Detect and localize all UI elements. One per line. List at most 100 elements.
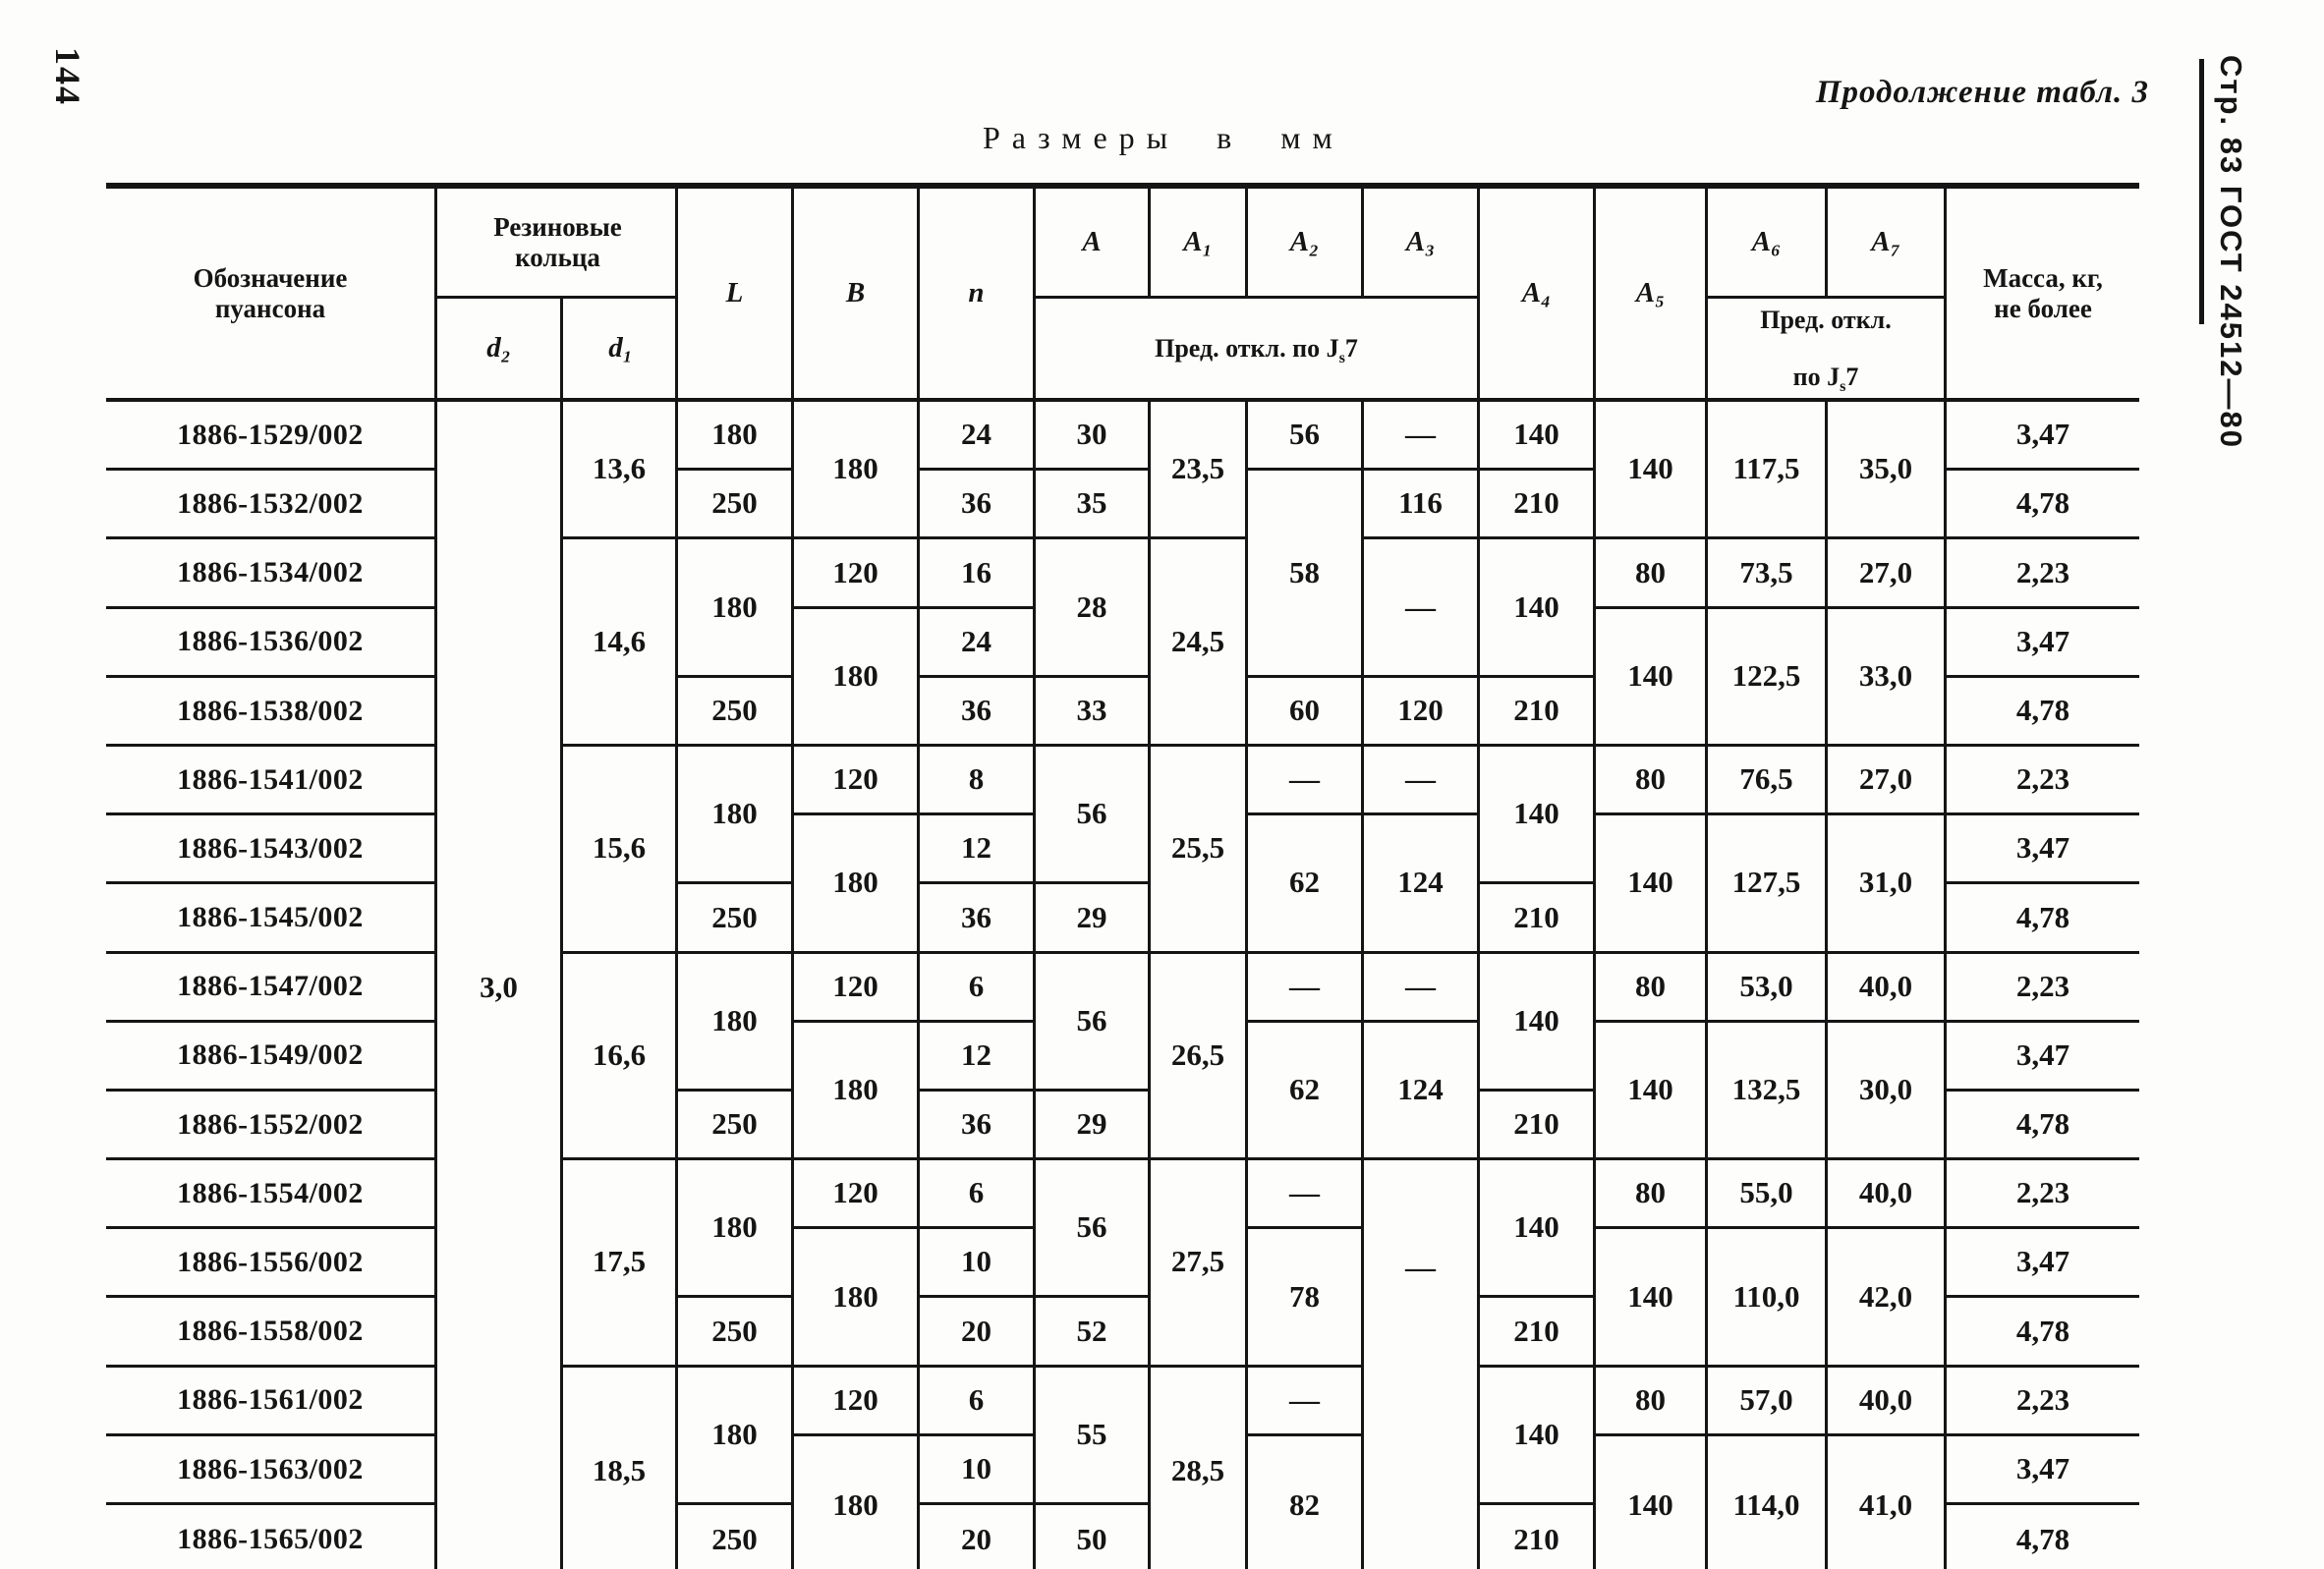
cell-mass-1: 3,47 — [1947, 402, 2139, 472]
cell-A4-9: 140 — [1480, 1160, 1596, 1299]
cell-n-2: 36 — [920, 471, 1036, 540]
cell-A4-8: 210 — [1480, 1091, 1596, 1161]
cell-n-3: 16 — [920, 539, 1036, 609]
cell-A6-5: 127,5 — [1708, 815, 1828, 954]
cell-L-1: 180 — [678, 402, 794, 472]
cell-n-13: 10 — [920, 1229, 1036, 1299]
header-d1: d₁ — [563, 299, 678, 402]
cell-designation-11: 1886-1552/002 — [106, 1091, 437, 1161]
cell-n-15: 6 — [920, 1367, 1036, 1436]
cell-B-2: 120 — [794, 539, 920, 609]
cell-mass-14: 4,78 — [1947, 1298, 2139, 1368]
cell-designation-15: 1886-1561/002 — [106, 1367, 437, 1436]
header-d2: d₂ — [437, 299, 563, 402]
cell-d1-4: 16,6 — [563, 953, 678, 1161]
cell-n-9: 6 — [920, 953, 1036, 1023]
header-B: B — [794, 189, 920, 402]
cell-designation-9: 1886-1547/002 — [106, 953, 437, 1023]
cell-n-14: 20 — [920, 1298, 1036, 1368]
cell-L-3: 180 — [678, 539, 794, 678]
units-note: Размеры в мм — [983, 120, 1344, 155]
cell-B-10: 120 — [794, 1367, 920, 1436]
cell-L-8: 250 — [678, 1091, 794, 1161]
cell-n-7: 12 — [920, 815, 1036, 885]
header-A: A — [1036, 189, 1151, 299]
cell-mass-16: 3,47 — [1947, 1436, 2139, 1505]
cell-n-6: 8 — [920, 746, 1036, 816]
cell-A7-9: 42,0 — [1828, 1229, 1947, 1368]
cell-designation-1: 1886-1529/002 — [106, 402, 437, 472]
cell-A3-6: 124 — [1364, 815, 1480, 954]
cell-mass-17: 4,78 — [2015, 1521, 2070, 1556]
cell-designation-7: 1886-1543/002 — [106, 815, 437, 885]
cell-A5-2: 80 — [1596, 539, 1708, 609]
cell-A6-3: 122,5 — [1708, 608, 1828, 747]
cell-A5-9: 140 — [1596, 1229, 1708, 1368]
cell-A5-3: 140 — [1596, 608, 1708, 747]
cell-A6-4: 76,5 — [1708, 746, 1828, 816]
cell-n-8: 36 — [920, 884, 1036, 954]
cell-mass-15: 2,23 — [1947, 1368, 2139, 1436]
cell-n-11: 36 — [920, 1091, 1036, 1161]
cell-L-6: 250 — [678, 884, 794, 954]
cell-A-4: 33 — [1036, 677, 1151, 747]
cell-A6-7: 132,5 — [1708, 1022, 1828, 1161]
cell-designation-4: 1886-1536/002 — [106, 608, 437, 678]
cell-A4-6: 210 — [1480, 884, 1596, 954]
cell-L-2: 250 — [678, 471, 794, 540]
cell-A1-3: 25,5 — [1151, 746, 1248, 954]
cell-L-4: 250 — [678, 677, 794, 747]
cell-mass-10: 3,47 — [1947, 1023, 2139, 1092]
cell-A3-3: — — [1364, 539, 1480, 678]
cell-d2-1: 3,0 — [437, 402, 563, 1569]
cell-A2-7: 62 — [1248, 1022, 1364, 1161]
cell-designation-16: 1886-1563/002 — [106, 1435, 437, 1505]
cell-d1-3: 15,6 — [563, 746, 678, 954]
cell-mass-5: 4,78 — [1947, 678, 2139, 747]
cell-A4-1: 140 — [1480, 402, 1596, 472]
cell-A4-11: 140 — [1480, 1367, 1596, 1505]
cell-n-16: 10 — [920, 1435, 1036, 1505]
cell-A-12: 50 — [1036, 1505, 1151, 1569]
cell-A7-5: 31,0 — [1828, 815, 1947, 954]
cell-n-10: 12 — [920, 1022, 1036, 1092]
tolerance-a67-text: Пред. откл. по Js7 — [1760, 305, 1892, 396]
cell-B-5: 180 — [794, 815, 920, 954]
cell-A7-2: 27,0 — [1828, 539, 1947, 609]
cell-L-12: 250 — [678, 1505, 794, 1569]
cell-A4-5: 140 — [1480, 746, 1596, 885]
cell-A7-8: 40,0 — [1828, 1160, 1947, 1230]
cell-A-2: 35 — [1036, 471, 1151, 540]
cell-d1-2: 14,6 — [563, 539, 678, 747]
cell-A5-5: 140 — [1596, 815, 1708, 954]
cell-L-10: 250 — [678, 1298, 794, 1368]
cell-designation-2: 1886-1532/002 — [106, 471, 437, 540]
cell-d1-1: 13,6 — [563, 402, 678, 540]
cell-A4-2: 210 — [1480, 471, 1596, 540]
header-designation: Обозначение пуансона — [106, 189, 437, 402]
cell-A1-1: 23,5 — [1151, 402, 1248, 540]
cell-designation-14: 1886-1558/002 — [106, 1298, 437, 1368]
cell-A-6: 29 — [1036, 884, 1151, 954]
header-A5: A₅ — [1596, 189, 1708, 402]
cell-A-3: 28 — [1036, 539, 1151, 678]
cell-L-9: 180 — [678, 1160, 794, 1299]
cell-A-5: 56 — [1036, 746, 1151, 885]
cell-A2-1: 56 — [1248, 402, 1364, 472]
cell-L-5: 180 — [678, 746, 794, 885]
cell-A2-2: 58 — [1248, 471, 1364, 678]
cell-A2-8: — — [1248, 1160, 1364, 1230]
header-mass: Масса, кг, не более — [1947, 189, 2139, 402]
cell-A5-8: 80 — [1596, 1160, 1708, 1230]
cell-A2-9: 78 — [1248, 1229, 1364, 1368]
cell-B-1: 180 — [794, 402, 920, 540]
header-rubber-rings: Резиновые кольца — [437, 189, 678, 299]
cell-A2-4: — — [1248, 746, 1364, 816]
cell-designation-12: 1886-1554/002 — [106, 1160, 437, 1230]
cell-designation-6: 1886-1541/002 — [106, 746, 437, 816]
cell-A6-9: 110,0 — [1708, 1229, 1828, 1368]
cell-mass-6: 2,23 — [1947, 747, 2139, 816]
cell-n-12: 6 — [920, 1160, 1036, 1230]
cell-designation-3: 1886-1534/002 — [106, 539, 437, 609]
header-A7: A₇ — [1828, 189, 1947, 299]
